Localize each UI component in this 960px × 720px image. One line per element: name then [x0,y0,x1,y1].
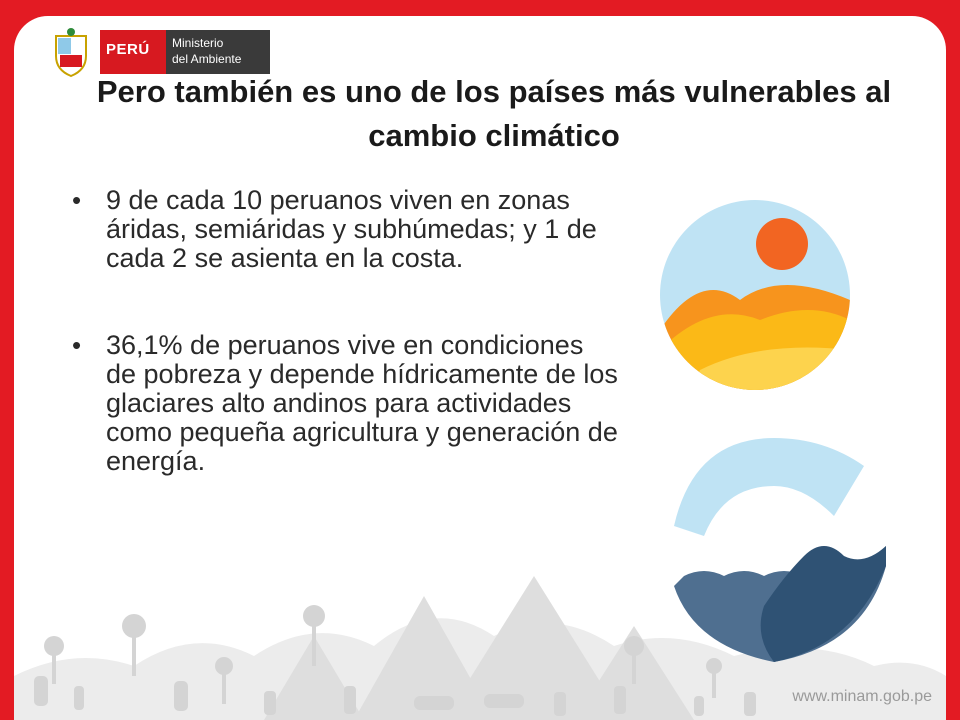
minam-logo: PERÚ Ministerio del Ambiente [44,26,270,80]
desert-sun-icon [660,200,850,390]
landscape-illustration [14,576,946,720]
logo-country-box [100,30,166,74]
slide-title: Pero también es uno de los países más vu… [96,74,892,153]
logo-country: PERÚ [106,41,150,58]
glacier-water-icon [674,438,886,662]
bullet-text: 36,1% de peruanos vive en condiciones de… [106,330,618,476]
bullet-icon: • [72,185,82,215]
slide-panel: PERÚ Ministerio del Ambiente Pero tambié… [14,16,946,720]
bullet-item: • 9 de cada 10 peruanos viven en zonas ár… [58,186,618,273]
bullet-text: 9 de cada 10 peruanos viven en zonas ári… [106,185,597,273]
bullet-item: • 36,1% de peruanos vive en condiciones d… [58,331,618,476]
logo-ministry-line2: del Ambiente [172,52,242,66]
logo-ministry-box [166,30,270,74]
website-url: www.minam.gob.pe [792,688,932,705]
bullet-icon: • [72,330,82,360]
logo-ministry-line1: Ministerio [172,36,224,50]
coat-of-arms-icon [55,28,87,78]
bullet-list: • 9 de cada 10 peruanos viven en zonas ár… [58,186,618,476]
